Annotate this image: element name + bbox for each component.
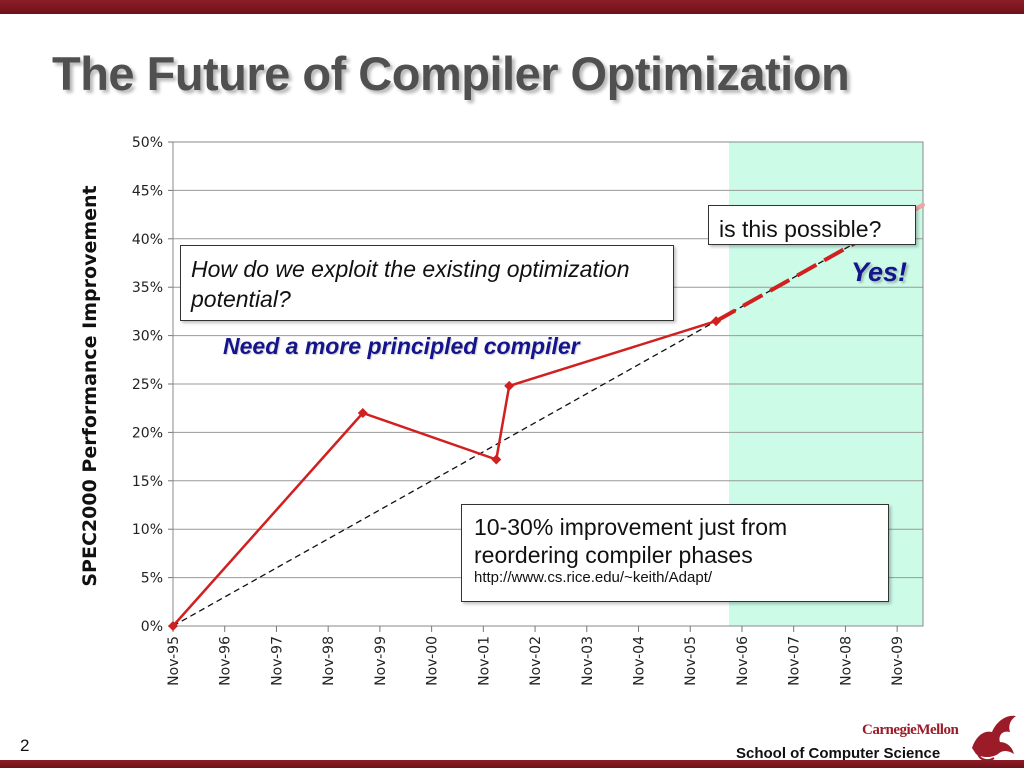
- yes-annotation: Yes!: [851, 257, 908, 287]
- need-principled-compiler-text: Need a more principled compiler: [223, 333, 580, 359]
- x-tick-label: Nov-98: [321, 636, 337, 686]
- y-tick-label: 5%: [141, 571, 163, 587]
- exploit-potential-callout: How do we exploit the existing optimizat…: [180, 245, 674, 321]
- cmu-dragon-icon: [972, 715, 1016, 762]
- y-tick-label: 20%: [132, 425, 163, 441]
- x-tick-label: Nov-08: [838, 636, 854, 686]
- y-tick-label: 45%: [132, 183, 163, 199]
- x-tick-label: Nov-05: [683, 636, 699, 686]
- x-tick-label: Nov-97: [269, 636, 285, 686]
- page-number: 2: [20, 736, 30, 755]
- slide-title: The Future of Compiler Optimization: [52, 47, 850, 100]
- y-axis-label: SPEC2000 Performance Improvement: [79, 185, 101, 586]
- data-point-marker: [504, 380, 515, 391]
- plot-frame: [172, 141, 924, 627]
- data-point-marker: [357, 408, 368, 419]
- data-point-marker: [491, 454, 502, 465]
- x-tick-label: Nov-00: [425, 636, 441, 686]
- y-tick-label: 50%: [132, 135, 163, 151]
- x-tick-label: Nov-01: [476, 636, 492, 686]
- improvement-text: 10-30% improvement just from reordering …: [474, 514, 788, 568]
- cmu-logo-text: CarnegieMellon: [862, 722, 959, 738]
- x-tick-label: Nov-04: [632, 636, 648, 686]
- adapt-url-link[interactable]: http://www.cs.rice.edu/~keith/Adapt/: [474, 569, 713, 586]
- y-tick-label: 25%: [132, 377, 163, 393]
- x-tick-label: Nov-06: [735, 636, 751, 686]
- x-tick-label: Nov-95: [166, 636, 182, 686]
- x-tick-label: Nov-09: [890, 636, 906, 686]
- x-tick-label: Nov-02: [528, 636, 544, 686]
- y-tick-label: 30%: [132, 329, 163, 345]
- y-tick-label: 10%: [132, 522, 163, 538]
- bottom-accent-bar: [0, 760, 1024, 768]
- data-point-marker: [711, 316, 722, 327]
- x-tick-label: Nov-99: [373, 636, 389, 686]
- footer-school-name: School of Computer Science: [736, 745, 941, 762]
- is-this-possible-callout: is this possible?: [708, 205, 916, 245]
- improvement-callout: 10-30% improvement just from reordering …: [461, 504, 889, 602]
- x-tick-label: Nov-07: [787, 636, 803, 686]
- y-tick-label: 35%: [132, 280, 163, 296]
- data-point-marker: [168, 621, 178, 631]
- x-tick-label: Nov-96: [218, 636, 234, 686]
- y-tick-label: 0%: [141, 619, 163, 635]
- top-accent-bar: [0, 0, 1024, 14]
- y-tick-label: 40%: [132, 232, 163, 248]
- y-tick-label: 15%: [132, 474, 163, 490]
- x-tick-label: Nov-03: [580, 636, 596, 686]
- series-line-black-dashed-trend: [172, 204, 924, 627]
